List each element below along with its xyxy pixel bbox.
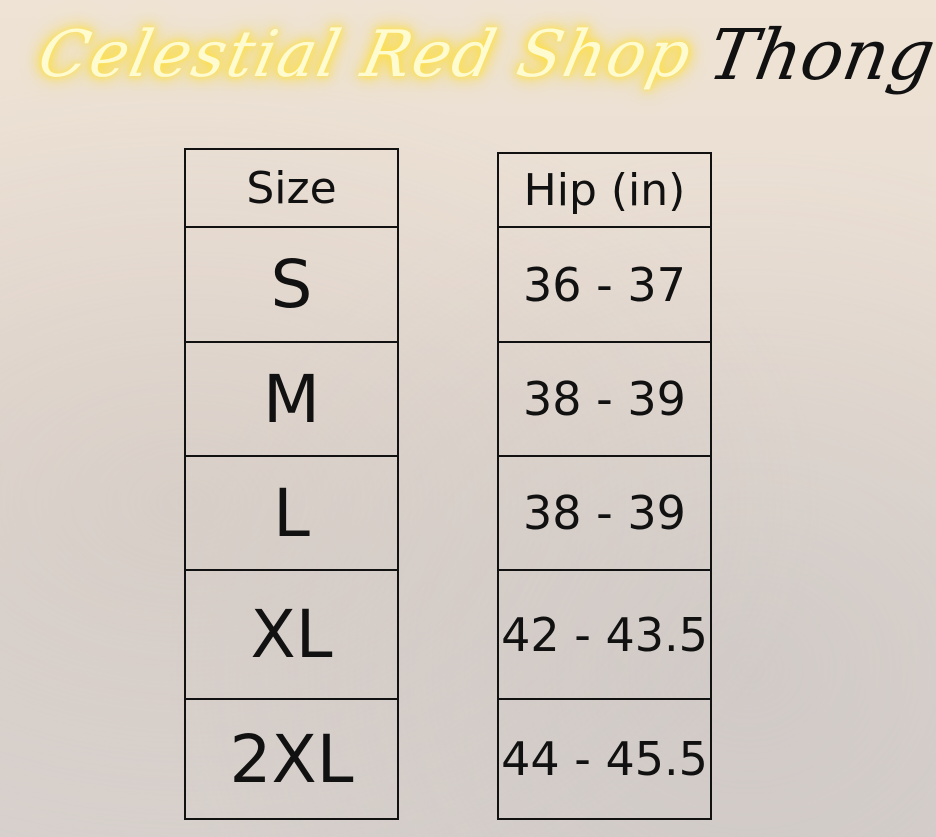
hip-column-table: Hip (in) 36 - 37 38 - 39 38 - 39 42 - 43.5 4… (497, 152, 712, 820)
hip-cell: 44 - 45.5 (499, 698, 710, 820)
hip-cell: 38 - 39 (499, 455, 710, 569)
hip-header: Hip (in) (499, 152, 710, 226)
product-title: Thong (702, 14, 936, 96)
size-cell: XL (186, 569, 397, 698)
size-cell: 2XL (186, 698, 397, 820)
shop-logo-title: Celestial Red Shop (32, 18, 699, 92)
hip-cell: 38 - 39 (499, 341, 710, 455)
size-cell: M (186, 341, 397, 455)
hip-cell: 42 - 43.5 (499, 569, 710, 698)
size-column-table: Size S M L XL 2XL (184, 148, 399, 820)
size-cell: S (186, 226, 397, 341)
size-header: Size (186, 148, 397, 226)
hip-cell: 36 - 37 (499, 226, 710, 341)
size-cell: L (186, 455, 397, 569)
